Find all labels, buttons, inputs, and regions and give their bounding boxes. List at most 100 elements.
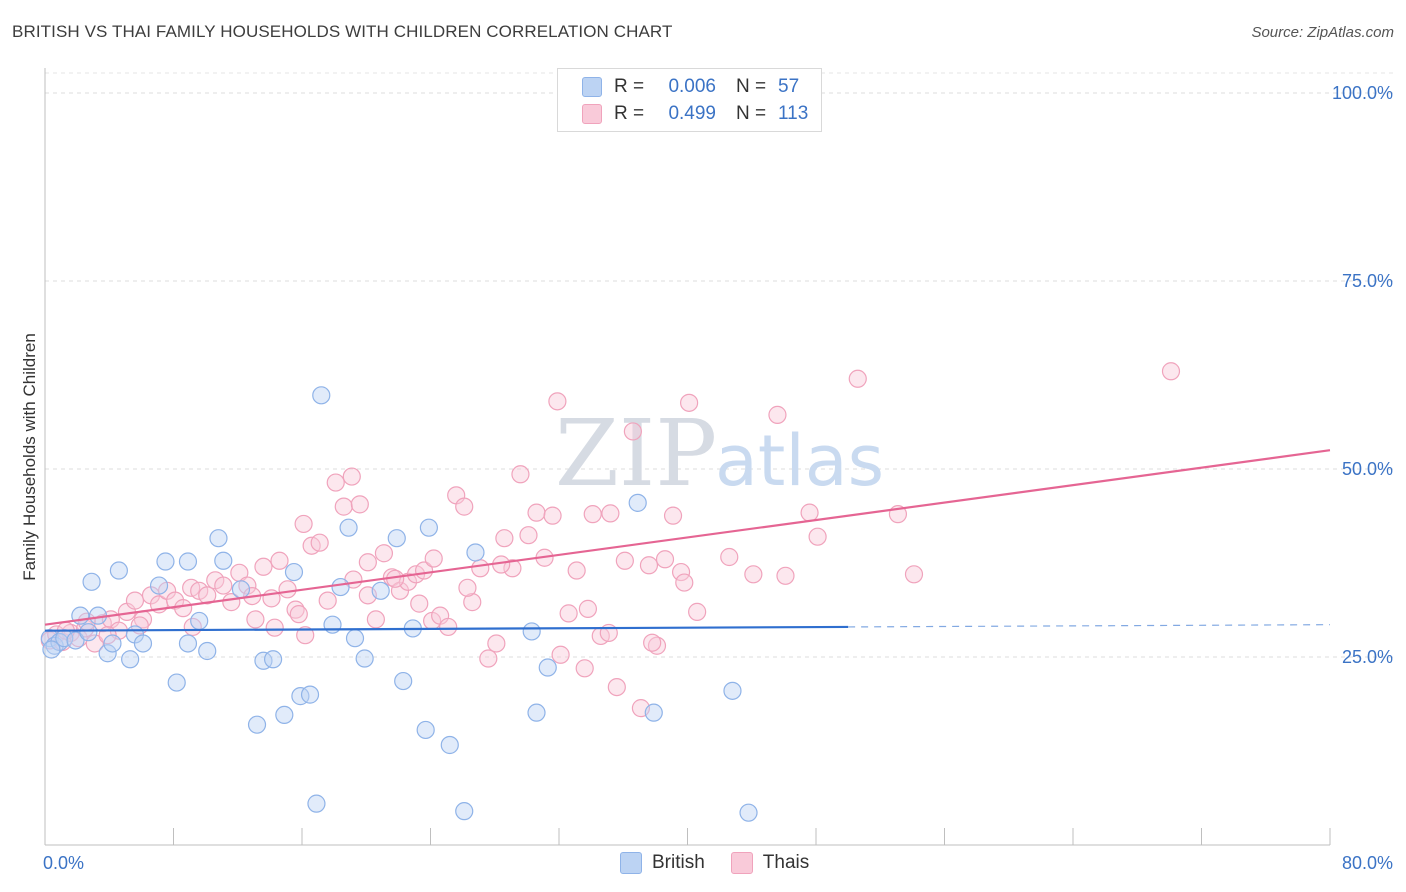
data-point <box>121 650 140 669</box>
data-point <box>345 629 365 648</box>
n-value-thai: 113 <box>778 103 809 124</box>
data-point <box>103 634 122 653</box>
data-point <box>294 514 313 534</box>
british-swatch <box>582 77 602 97</box>
data-point <box>744 565 763 584</box>
data-point <box>479 649 498 668</box>
data-point <box>190 611 209 631</box>
r-value-british: 0.006 <box>668 76 716 97</box>
data-point <box>371 581 390 600</box>
chart-title: BRITISH VS THAI FAMILY HOUSEHOLDS WITH C… <box>12 22 673 41</box>
data-point <box>644 703 663 722</box>
data-point <box>416 720 435 740</box>
data-point <box>680 393 699 412</box>
data-point <box>723 681 742 700</box>
data-point <box>214 551 233 570</box>
data-point <box>312 386 331 405</box>
data-point <box>675 573 694 592</box>
data-point <box>527 703 546 722</box>
data-point <box>289 605 308 624</box>
data-point <box>463 593 482 612</box>
legend-row-thai: R = 0.499 N = 113 <box>582 101 808 127</box>
data-point <box>578 599 598 618</box>
r-value-thai: 0.499 <box>668 103 716 124</box>
data-point <box>655 550 675 569</box>
data-point <box>296 626 315 645</box>
r-label: R = <box>614 76 645 97</box>
data-point <box>848 369 867 388</box>
thai-trend-line <box>44 449 1331 626</box>
series-legend: British Thais <box>620 852 835 874</box>
data-point <box>66 631 85 650</box>
data-point <box>503 559 522 578</box>
thai-swatch <box>582 104 602 124</box>
data-point <box>904 565 924 584</box>
data-point <box>310 533 329 552</box>
y-tick-label: 100.0% <box>1332 83 1393 103</box>
data-point <box>326 473 345 492</box>
data-point <box>495 529 514 548</box>
data-point <box>511 465 530 484</box>
data-point <box>358 553 377 572</box>
data-point <box>355 649 374 668</box>
watermark: ZIP atlas <box>555 400 884 507</box>
data-point <box>254 651 273 670</box>
data-point <box>265 618 284 637</box>
data-point <box>439 617 458 637</box>
legend-item-british[interactable]: British <box>620 852 705 874</box>
data-point <box>82 572 101 591</box>
data-point <box>519 526 538 545</box>
n-label: N = <box>736 103 767 124</box>
correlation-legend: R = 0.006 N = 57 R = 0.499 N = 113 <box>557 68 822 132</box>
axes <box>44 68 1331 846</box>
data-point <box>800 503 819 522</box>
data-point <box>639 556 659 575</box>
data-point <box>387 529 406 548</box>
data-point <box>424 549 443 568</box>
y-tick-label: 50.0% <box>1342 459 1393 479</box>
data-point <box>350 495 369 514</box>
data-point <box>768 405 787 424</box>
data-point <box>567 561 586 580</box>
data-point <box>318 591 337 610</box>
data-point <box>323 615 342 634</box>
data-point <box>178 552 198 571</box>
data-point <box>551 645 570 664</box>
legend-item-thais[interactable]: Thais <box>730 852 809 874</box>
data-point <box>79 623 98 642</box>
data-point <box>156 552 175 571</box>
data-point <box>374 544 394 563</box>
data-point <box>174 599 193 618</box>
data-point <box>133 634 153 653</box>
data-point <box>1161 362 1181 381</box>
data-point <box>808 527 827 546</box>
data-point <box>214 576 233 595</box>
data-point <box>548 392 567 411</box>
data-point <box>647 636 667 655</box>
thai-swatch <box>730 852 753 874</box>
data-point <box>246 610 265 629</box>
legend-label-british: British <box>652 852 705 873</box>
data-point <box>776 566 795 585</box>
data-point <box>455 497 474 516</box>
data-point <box>419 518 438 537</box>
data-point <box>720 547 739 567</box>
data-point <box>307 794 326 813</box>
watermark-zip: ZIP <box>555 400 717 507</box>
data-point <box>284 562 304 582</box>
data-point <box>247 715 267 734</box>
r-label: R = <box>614 103 645 124</box>
data-point <box>628 493 647 512</box>
data-point <box>342 467 361 486</box>
y-tick-label: 25.0% <box>1342 647 1393 667</box>
n-value-british: 57 <box>778 76 800 97</box>
data-point <box>410 594 429 613</box>
data-point <box>167 673 186 692</box>
data-point <box>42 640 61 659</box>
data-point <box>575 659 594 678</box>
x-tick-label: 0.0% <box>43 853 84 873</box>
data-point <box>394 671 413 691</box>
data-point <box>543 506 562 525</box>
data-point <box>339 518 358 537</box>
data-point <box>291 687 310 706</box>
